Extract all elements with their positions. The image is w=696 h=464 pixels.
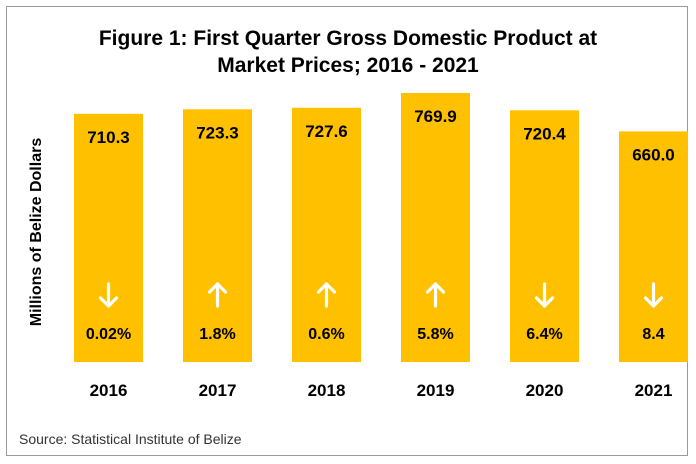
chart-frame: Figure 1: First Quarter Gross Domestic P… [6,6,688,456]
value-label-2020: 720.4 [523,124,566,143]
x-tick-label-2016: 2016 [90,381,128,400]
value-label-2019: 769.9 [414,107,457,126]
bar-2018 [292,107,361,363]
change-label-2019: 5.8% [417,326,453,343]
bar-2020 [510,110,579,362]
change-label-2017: 1.8% [199,326,235,343]
value-label-2016: 710.3 [87,128,130,147]
x-tick-label-2017: 2017 [199,381,237,400]
value-label-2021: 660.0 [632,145,675,164]
arrow-up-icon [207,282,228,308]
bar-2019 [401,92,470,362]
arrow-up-icon [316,282,337,308]
bar-2017 [183,109,252,362]
change-label-2020: 6.4% [526,326,562,343]
value-label-2017: 723.3 [196,123,239,142]
change-label-2018: 0.6% [308,326,344,343]
chart-title: Figure 1: First Quarter Gross Domestic P… [7,25,689,79]
arrow-down-icon [643,282,664,308]
x-tick-label-2020: 2020 [526,381,564,400]
change-label-2016: 0.02% [86,326,131,343]
bar-2021 [619,131,688,362]
bar-plot: 710.3 0.02% 2016 723.3 1.8% 2017 727.6 0.6% 2018… [74,92,688,400]
arrow-down-icon [534,282,555,308]
change-label-2021: 8.4 [642,326,664,343]
source-note: Source: Statistical Institute of Belize [19,431,242,447]
value-label-2018: 727.6 [305,122,348,141]
chart-title-line-1: Figure 1: First Quarter Gross Domestic P… [98,27,598,50]
bar-2016 [74,113,143,362]
arrow-up-icon [425,282,446,308]
chart-title-line-2: Market Prices; 2016 - 2021 [217,54,479,77]
x-tick-label-2021: 2021 [635,381,673,400]
x-tick-label-2019: 2019 [417,381,455,400]
arrow-down-icon [98,282,119,308]
x-tick-label-2018: 2018 [308,381,346,400]
